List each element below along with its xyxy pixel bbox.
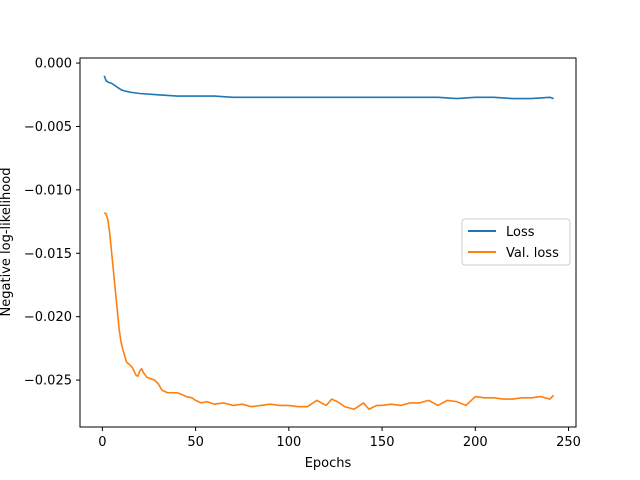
y-axis: 0.000 −0.005 −0.010 −0.015 −0.020 −0.025 (24, 57, 80, 389)
legend-label-loss: Loss (506, 225, 535, 240)
x-tick-label: 50 (187, 435, 204, 450)
axes-frame (79, 57, 577, 428)
series-line-loss (103, 75, 554, 100)
y-tick-label: −0.020 (24, 310, 72, 325)
x-tick-label: 200 (463, 435, 488, 450)
y-axis-title: Negative log-likelihood (0, 168, 14, 317)
x-tick-label: 100 (276, 435, 301, 450)
y-tick-label: −0.015 (24, 247, 72, 262)
x-axis-title: Epochs (305, 456, 352, 471)
series-line-val-loss (103, 212, 555, 411)
x-axis: 0 50 100 150 200 250 (98, 427, 581, 450)
x-tick-label: 150 (370, 435, 395, 450)
y-tick-label: −0.010 (24, 183, 72, 198)
x-tick-label: 250 (556, 435, 581, 450)
y-tick-label: 0.000 (35, 57, 72, 72)
legend-label-val-loss: Val. loss (506, 246, 559, 261)
legend: Loss Val. loss (461, 218, 571, 266)
y-tick-label: −0.025 (24, 374, 72, 389)
series-layer (103, 75, 555, 411)
x-tick-label: 0 (98, 435, 106, 450)
y-tick-label: −0.005 (24, 120, 72, 135)
